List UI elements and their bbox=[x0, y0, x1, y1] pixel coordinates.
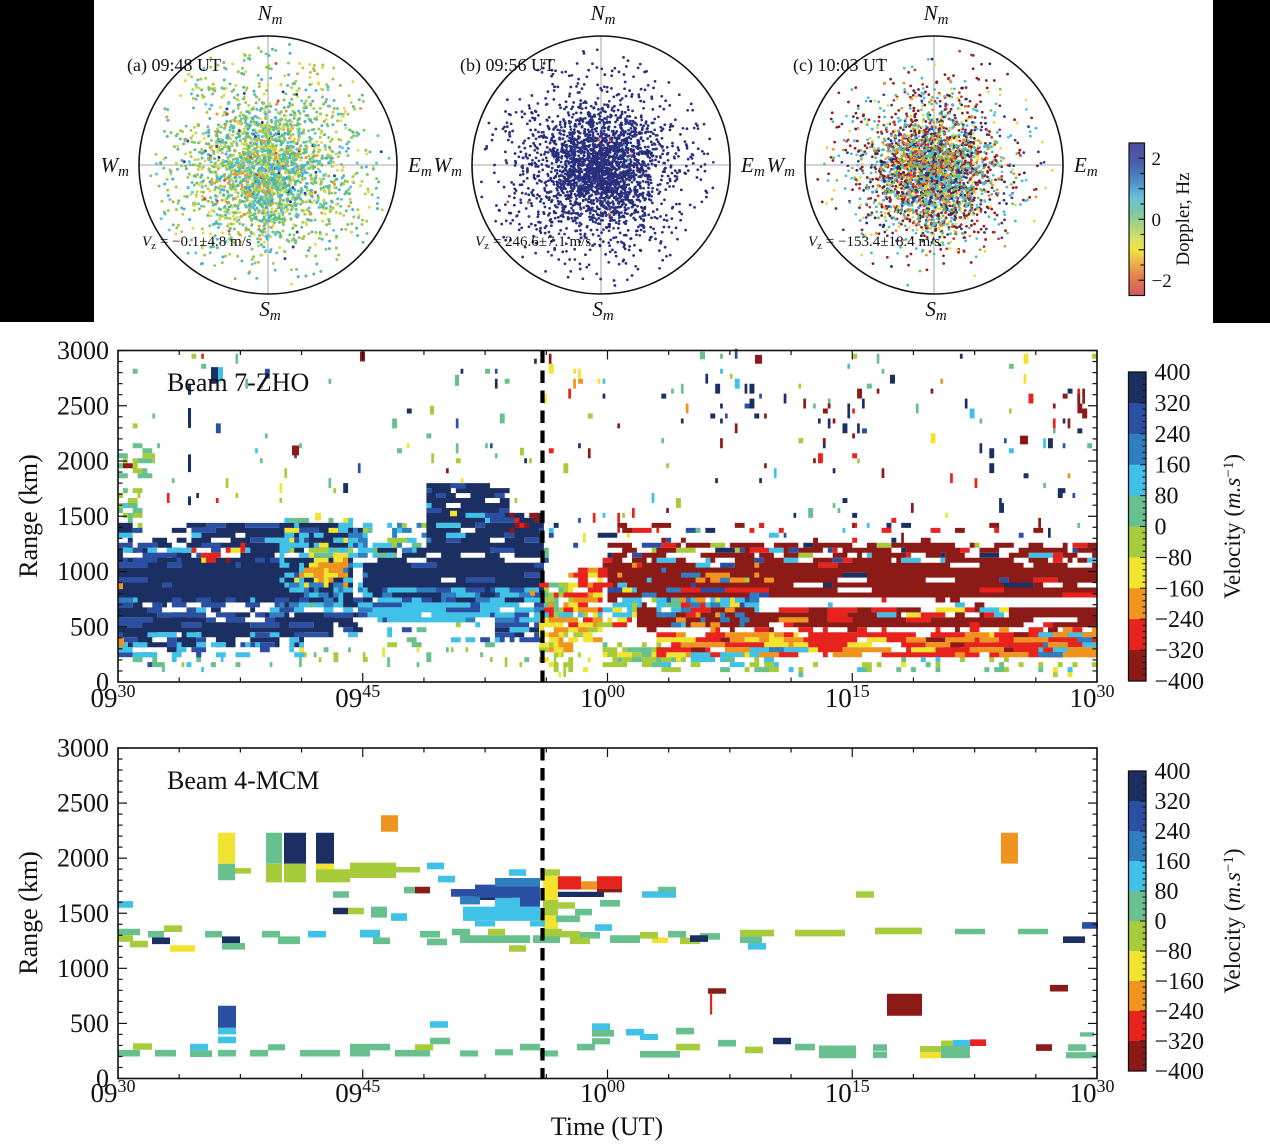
svg-text:Velocity (m.s−1): Velocity (m.s−1) bbox=[1220, 454, 1245, 599]
svg-text:Vz = −153.4±18.4 m/s: Vz = −153.4±18.4 m/s bbox=[808, 234, 940, 252]
svg-text:400: 400 bbox=[1155, 759, 1191, 785]
svg-text:160: 160 bbox=[1155, 453, 1191, 479]
svg-text:0: 0 bbox=[1155, 909, 1167, 935]
svg-text:Velocity (m.s−1): Velocity (m.s−1) bbox=[1220, 848, 1245, 993]
svg-text:0930: 0930 bbox=[91, 681, 136, 713]
svg-text:Time (UT): Time (UT) bbox=[551, 1112, 663, 1141]
svg-text:80: 80 bbox=[1155, 879, 1179, 905]
svg-text:320: 320 bbox=[1155, 789, 1191, 815]
svg-text:1500: 1500 bbox=[57, 502, 109, 531]
svg-text:Vz = −0.1±4.8 m/s: Vz = −0.1±4.8 m/s bbox=[142, 234, 252, 252]
svg-text:Doppler, Hz: Doppler, Hz bbox=[1173, 172, 1194, 265]
svg-text:0945: 0945 bbox=[335, 1076, 380, 1108]
svg-text:Range (km): Range (km) bbox=[14, 851, 43, 974]
svg-text:−400: −400 bbox=[1155, 1059, 1205, 1085]
svg-text:0945: 0945 bbox=[335, 681, 380, 713]
svg-text:0: 0 bbox=[1155, 515, 1167, 541]
svg-text:240: 240 bbox=[1155, 422, 1191, 448]
svg-text:2000: 2000 bbox=[57, 447, 109, 476]
svg-text:(b) 09:56 UT: (b) 09:56 UT bbox=[460, 55, 555, 76]
svg-text:(c) 10:03 UT: (c) 10:03 UT bbox=[793, 55, 887, 76]
svg-text:0: 0 bbox=[1152, 210, 1162, 231]
svg-text:−160: −160 bbox=[1155, 576, 1205, 602]
svg-text:−240: −240 bbox=[1155, 607, 1205, 633]
svg-text:160: 160 bbox=[1155, 849, 1191, 875]
svg-text:240: 240 bbox=[1155, 819, 1191, 845]
svg-text:2: 2 bbox=[1152, 149, 1162, 170]
svg-text:(a) 09:48 UT: (a) 09:48 UT bbox=[127, 55, 221, 76]
svg-text:−80: −80 bbox=[1155, 545, 1193, 571]
svg-text:1015: 1015 bbox=[825, 1076, 870, 1108]
svg-text:1030: 1030 bbox=[1070, 681, 1115, 713]
svg-text:1015: 1015 bbox=[825, 681, 870, 713]
svg-text:Range (km): Range (km) bbox=[14, 454, 43, 577]
svg-text:2000: 2000 bbox=[57, 844, 109, 873]
svg-text:−320: −320 bbox=[1155, 1029, 1205, 1055]
svg-text:−80: −80 bbox=[1155, 939, 1193, 965]
svg-text:Vz = 246.6±7.1 m/s: Vz = 246.6±7.1 m/s bbox=[475, 234, 591, 252]
svg-text:2500: 2500 bbox=[57, 391, 109, 420]
svg-text:1030: 1030 bbox=[1070, 1076, 1115, 1108]
svg-text:500: 500 bbox=[70, 1009, 109, 1038]
svg-text:1000: 1000 bbox=[57, 954, 109, 983]
svg-text:−240: −240 bbox=[1155, 999, 1205, 1025]
svg-text:−2: −2 bbox=[1152, 271, 1172, 292]
svg-text:3000: 3000 bbox=[57, 734, 109, 763]
svg-text:0: 0 bbox=[96, 1064, 109, 1093]
svg-text:2500: 2500 bbox=[57, 789, 109, 818]
svg-text:Beam 4-MCM: Beam 4-MCM bbox=[167, 766, 319, 795]
svg-text:1000: 1000 bbox=[57, 557, 109, 586]
svg-text:−320: −320 bbox=[1155, 638, 1205, 664]
svg-text:500: 500 bbox=[70, 612, 109, 641]
svg-text:−160: −160 bbox=[1155, 969, 1205, 995]
svg-text:Beam 7-ZHO: Beam 7-ZHO bbox=[167, 368, 309, 397]
svg-text:320: 320 bbox=[1155, 391, 1191, 417]
svg-text:1500: 1500 bbox=[57, 899, 109, 928]
svg-text:3000: 3000 bbox=[57, 336, 109, 365]
svg-text:80: 80 bbox=[1155, 484, 1179, 510]
svg-text:400: 400 bbox=[1155, 360, 1191, 386]
svg-text:−400: −400 bbox=[1155, 669, 1205, 695]
svg-text:0: 0 bbox=[96, 668, 109, 697]
